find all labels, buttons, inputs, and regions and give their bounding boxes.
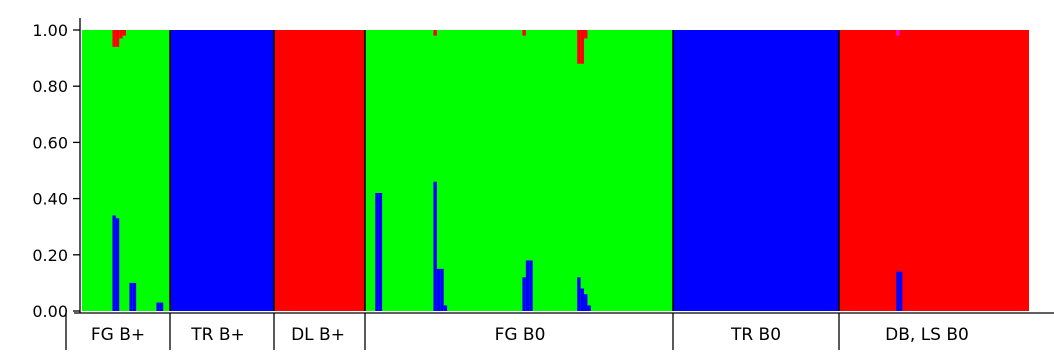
admixture-segment xyxy=(896,271,900,311)
admixture-segment xyxy=(112,30,116,47)
group-separators xyxy=(169,30,840,311)
group-bar-tr-b- xyxy=(170,30,274,311)
admixture-segment xyxy=(440,268,444,311)
axes-layer: 0.00 0.20 0.40 0.60 0.80 1.00 xyxy=(32,18,1054,350)
y-tick-label: 0.80 xyxy=(32,77,68,96)
admixture-segment xyxy=(580,288,585,311)
admixture-segment xyxy=(115,218,120,311)
admixture-segment xyxy=(112,215,116,311)
admixture-segment xyxy=(433,30,437,36)
admixture-segment xyxy=(587,305,591,311)
admixture-segment xyxy=(899,271,903,311)
group-label: FG B0 xyxy=(495,325,546,345)
group-bar-fg-b- xyxy=(82,30,170,311)
group-bar-dl-b- xyxy=(274,30,365,311)
admixture-segment xyxy=(584,30,588,39)
group-label: TR B+ xyxy=(190,325,245,345)
group-bar-tr-b0 xyxy=(673,30,839,311)
y-tick-label: 1.00 xyxy=(32,21,68,40)
group-bar-fg-b0 xyxy=(365,30,673,311)
admixture-segment xyxy=(375,192,379,311)
bars-layer xyxy=(82,30,1029,311)
admixture-layer xyxy=(112,30,903,311)
admixture-segment xyxy=(378,192,383,311)
y-tick-label: 0.40 xyxy=(32,190,68,209)
admixture-segment xyxy=(115,30,120,47)
admixture-segment xyxy=(522,277,526,311)
admixture-segment xyxy=(159,302,164,311)
group-label: DB, LS B0 xyxy=(885,325,969,345)
admixture-segment xyxy=(156,302,160,311)
admixture-segment xyxy=(122,30,126,36)
admixture-segment xyxy=(129,282,133,311)
y-tick-label: 0.60 xyxy=(32,133,68,152)
group-labels: FG B+ TR B+ DL B+ FG B0 TR B0 DB, LS B0 xyxy=(91,325,969,345)
group-label: FG B+ xyxy=(91,325,145,345)
group-label: TR B0 xyxy=(730,325,781,345)
y-tick-label: 0.00 xyxy=(32,302,68,321)
admixture-segment xyxy=(525,260,530,311)
admixture-segment xyxy=(577,30,581,64)
admixture-segment xyxy=(584,294,588,311)
group-bar-db-ls-b0 xyxy=(839,30,1029,311)
y-tick-label: 0.20 xyxy=(32,246,68,265)
admixture-segment xyxy=(896,30,900,36)
admixture-segment xyxy=(580,30,585,64)
admixture-segment xyxy=(443,305,448,311)
admixture-segment xyxy=(577,277,581,311)
admixture-segment xyxy=(119,30,123,39)
admixture-segment xyxy=(522,30,526,36)
admixture-segment xyxy=(436,268,441,311)
admixture-segment xyxy=(433,181,437,311)
admixture-segment xyxy=(132,282,137,311)
group-label: DL B+ xyxy=(291,325,345,345)
admixture-segment xyxy=(529,260,533,311)
